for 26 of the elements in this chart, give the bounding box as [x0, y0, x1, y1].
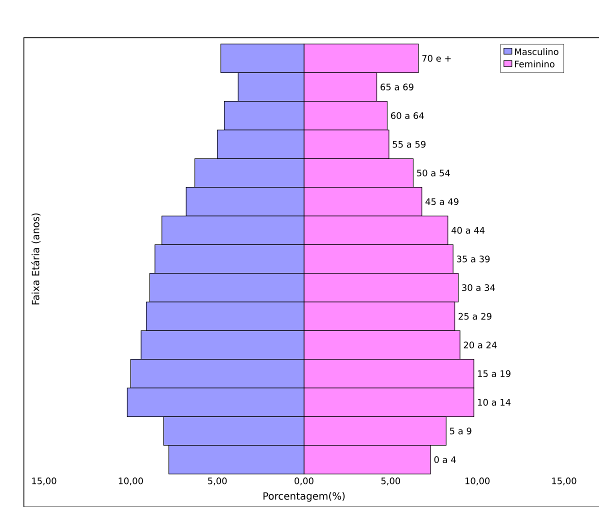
y-tick-label: 40 a 44: [452, 226, 485, 234]
y-tick-label: 35 a 39: [456, 256, 490, 262]
y-tick-label: 25 a 29: [458, 312, 492, 320]
x-axis-title: Porcentagem(%): [264, 492, 345, 502]
y-tick-label: 55 a 59: [392, 140, 426, 148]
y-tick-label: 45 a 49: [426, 198, 458, 206]
y-tick-label: 30 a 34: [462, 284, 495, 292]
y-tick-label: 60 a 64: [391, 112, 424, 120]
x-tick-label: 5,00: [381, 478, 400, 486]
legend-label: Feminino: [515, 60, 554, 68]
y-tick-label: 0 a 4: [434, 456, 456, 464]
y-tick-label: 5 a 9: [450, 428, 472, 434]
y-tick-label: 15 a 19: [478, 370, 510, 378]
y-tick-label: 20 a 24: [464, 342, 497, 348]
x-tick-label: 5,00: [208, 478, 227, 486]
x-tick-label: 10,00: [465, 478, 490, 486]
y-axis-title: Faixa Etária (anos): [31, 213, 40, 304]
x-tick-label: 15,00: [32, 478, 56, 486]
legend-label: Masculino: [515, 48, 558, 56]
x-tick-label: 15,00: [552, 478, 576, 486]
x-tick-label: 0,00: [294, 478, 314, 486]
y-tick-label: 50 a 54: [417, 170, 450, 176]
x-tick-label: 10,00: [118, 478, 143, 486]
y-tick-label: 10 a 14: [478, 398, 511, 406]
y-tick-label: 65 a 69: [380, 84, 414, 90]
y-tick-label: 70 e +: [422, 54, 451, 62]
